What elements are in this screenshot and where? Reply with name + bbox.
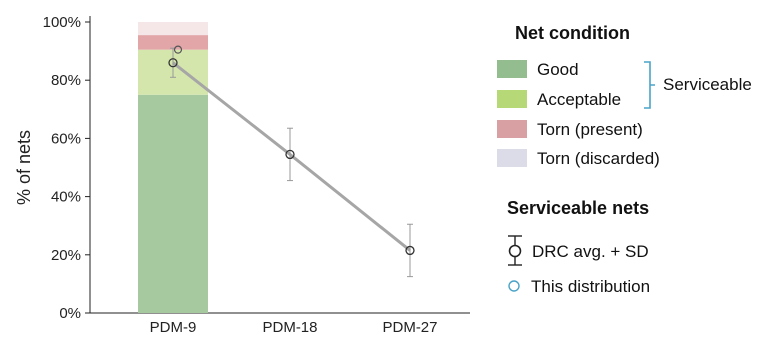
y-tick-label: 20% — [51, 247, 81, 264]
bar-segment — [138, 35, 208, 50]
y-tick-label: 100% — [43, 14, 81, 31]
legend-swatch — [497, 60, 527, 78]
legend-label: This distribution — [531, 277, 650, 296]
legend-title-net-condition: Net condition — [515, 23, 630, 43]
series-line — [172, 61, 411, 252]
bar-segment — [138, 22, 208, 36]
x-tick-label: PDM-18 — [262, 319, 317, 336]
y-tick-label: 40% — [51, 189, 81, 206]
plot-area: 0% 20% 40% 60% 80% 100% % of nets PDM-9 PDM-18 PD… — [14, 14, 470, 336]
legend-swatch — [497, 90, 527, 108]
data-point — [285, 149, 295, 160]
legend-label: Acceptable — [537, 90, 621, 109]
bar-segment — [138, 94, 208, 313]
this-distribution-marker — [173, 45, 183, 54]
y-tick-label: 0% — [59, 305, 81, 322]
legend-swatch — [497, 149, 527, 167]
y-tick-label: 60% — [51, 130, 81, 147]
legend-swatch — [497, 120, 527, 138]
x-tick-label: PDM-27 — [382, 319, 437, 336]
legend-label: Torn (present) — [537, 120, 643, 139]
data-point — [405, 245, 415, 256]
legend-point-symbol — [508, 244, 522, 258]
y-tick-label: 80% — [51, 72, 81, 89]
legend-bracket-label: Serviceable — [663, 75, 752, 94]
data-point — [168, 58, 178, 68]
legend-distribution-symbol — [508, 280, 520, 292]
legend-title-serviceable-nets: Serviceable nets — [507, 198, 649, 218]
legend-label: Torn (discarded) — [537, 149, 660, 168]
legend-label: DRC avg. + SD — [532, 242, 649, 261]
legend: Net condition Good Acceptable Torn (present… — [497, 23, 752, 296]
legend-bracket — [644, 61, 655, 109]
y-axis-label: % of nets — [14, 130, 34, 205]
x-tick-label: PDM-9 — [150, 319, 197, 336]
legend-label: Good — [537, 60, 579, 79]
